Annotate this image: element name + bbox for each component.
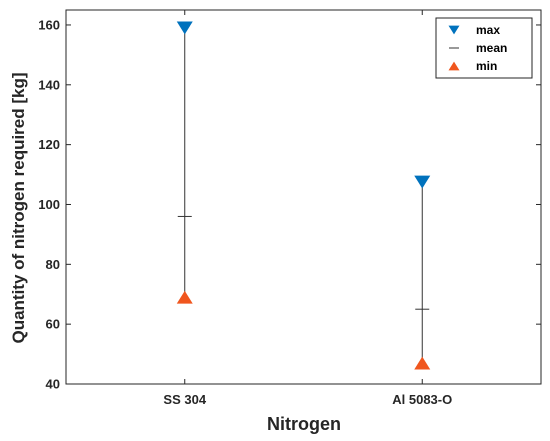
y-tick-label: 80 <box>46 257 60 272</box>
legend-min-marker <box>448 61 460 71</box>
series-group <box>176 21 431 370</box>
legend-max-marker <box>448 25 460 35</box>
y-axis-title: Quantity of nitrogen required [kg] <box>9 72 28 343</box>
min-marker <box>176 290 193 304</box>
y-tick-label: 120 <box>38 137 60 152</box>
plot-area <box>65 9 542 385</box>
min-marker <box>414 356 431 370</box>
x-axis-ticks: SS 304 Al 5083-O <box>163 10 452 407</box>
y-tick-label: 140 <box>38 77 60 92</box>
legend-label-max: max <box>476 23 500 37</box>
legend: max mean min <box>435 17 533 79</box>
y-tick-label: 100 <box>38 197 60 212</box>
max-marker <box>414 175 431 189</box>
y-tick-label: 40 <box>46 377 60 392</box>
y-axis-ticks: 40 60 80 100 120 140 160 <box>38 17 541 392</box>
plot-frame <box>65 9 542 385</box>
max-marker <box>176 21 193 35</box>
legend-label-min: min <box>476 59 497 73</box>
legend-label-mean: mean <box>476 41 507 55</box>
y-tick-label: 60 <box>46 317 60 332</box>
x-tick-label: Al 5083-O <box>392 392 452 407</box>
x-axis-title: Nitrogen <box>267 414 341 434</box>
y-tick-label: 160 <box>38 17 60 32</box>
x-tick-label: SS 304 <box>163 392 206 407</box>
